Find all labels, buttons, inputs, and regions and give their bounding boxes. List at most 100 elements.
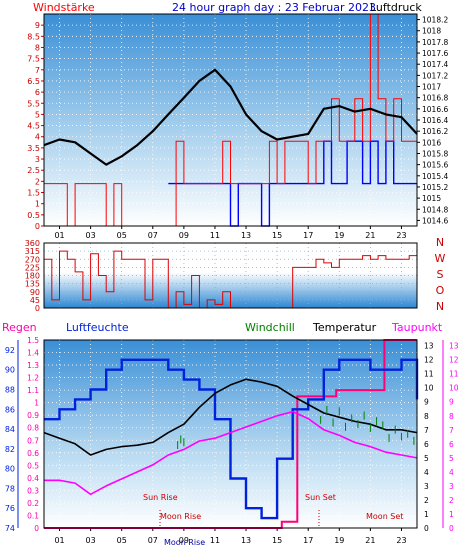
dewpoint-tick-label: 5 <box>449 454 454 463</box>
wind-tick-label: 3 <box>35 155 40 164</box>
pressure-tick-label: 1016.6 <box>422 105 448 114</box>
time-tick-label: 13 <box>241 536 251 545</box>
dewpoint-label: Taupunkt <box>391 321 443 334</box>
wind-tick-label: 8 <box>35 43 40 52</box>
direction-tick-label: 180 <box>25 272 40 281</box>
humidity-tick-label: 76 <box>5 504 15 513</box>
rain-axis: 0 0.1 0.2 0.3 0.4 0.5 0.6 0.7 0.8 0.9 1 1.1 1.2 1.3 1.… <box>27 336 39 533</box>
wind-speed-label: Windstärke <box>33 1 95 14</box>
pressure-tick-label: 1018 <box>422 27 441 36</box>
humidity-label: Luftfeuchte <box>66 321 129 334</box>
pressure-tick-label: 1017.8 <box>422 38 448 47</box>
sun-moon-events: Sun Rise Moon Rise Sun Set Moon Set Moon… <box>143 493 403 547</box>
humidity-tick-label: 80 <box>5 465 15 474</box>
dewpoint-tick-label: 1 <box>449 510 454 519</box>
wind-tick-label: 6.5 <box>27 77 40 86</box>
temperature-tick-label: 2 <box>424 496 429 505</box>
wind-direction-frame <box>43 242 418 309</box>
rain-tick-label: 0.9 <box>27 411 39 420</box>
compass-label: S <box>437 268 444 281</box>
wind-tick-label: 6 <box>35 88 40 97</box>
time-tick-label: 15 <box>272 231 282 240</box>
time-tick-label: 07 <box>148 231 158 240</box>
humidity-tick-label: 84 <box>5 425 15 434</box>
time-tick-label: 17 <box>303 231 313 240</box>
temperature-tick-label: 10 <box>424 384 434 393</box>
humidity-temperature-frame <box>43 339 418 529</box>
rain-tick-label: 0.1 <box>27 511 39 520</box>
pressure-tick-label: 1016.2 <box>422 127 448 136</box>
time-tick-label: 01 <box>54 536 64 545</box>
time-tick-label: 19 <box>334 536 344 545</box>
temperature-tick-label: 4 <box>424 468 429 477</box>
humidity-tick-label: 90 <box>5 366 15 375</box>
time-tick-label: 03 <box>86 536 96 545</box>
time-tick-label: 21 <box>365 231 375 240</box>
time-tick-label: 23 <box>396 536 406 545</box>
moon-rise-axis-text: Moon Rise <box>164 538 205 547</box>
temperature-tick-label: 12 <box>424 356 434 365</box>
dewpoint-tick-label: 2 <box>449 496 454 505</box>
time-axis-top: 01 03 05 07 09 11 13 15 17 19 21 23 <box>54 226 407 240</box>
time-tick-label: 07 <box>148 536 158 545</box>
dewpoint-tick-label: 6 <box>449 440 454 449</box>
temperature-tick-label: 13 <box>424 342 434 351</box>
dewpoint-tick-label: 12 <box>449 356 459 365</box>
humidity-series <box>44 358 419 520</box>
direction-tick-label: 360 <box>25 239 40 248</box>
dewpoint-tick-label: 4 <box>449 468 454 477</box>
sun-set-text: Sun Set <box>305 493 336 502</box>
wind-tick-label: 1.5 <box>27 189 40 198</box>
time-tick-label: 17 <box>303 536 313 545</box>
wind-tick-label: 2.5 <box>27 166 40 175</box>
wind-tick-label: 7.5 <box>27 55 40 64</box>
dewpoint-line <box>44 410 418 496</box>
sun-rise-text: Sun Rise <box>143 493 178 502</box>
dewpoint-tick-label: 9 <box>449 398 454 407</box>
pressure-tick-label: 1014.8 <box>422 205 448 214</box>
pressure-tick-label: 1015.8 <box>422 149 448 158</box>
dewpoint-series <box>44 410 418 496</box>
compass-label: W <box>435 252 446 265</box>
rain-tick-label: 0.4 <box>27 474 39 483</box>
wind-tick-label: 2 <box>35 177 40 186</box>
rain-tick-label: 1.1 <box>27 386 39 395</box>
dewpoint-tick-label: 13 <box>449 342 459 351</box>
windchill-series <box>177 405 415 450</box>
direction-tick-label: 90 <box>30 288 40 297</box>
pressure-series <box>43 68 418 166</box>
wind-tick-label: 9 <box>35 21 40 30</box>
dewpoint-tick-label: 7 <box>449 426 454 435</box>
windchill-label: Windchill <box>245 321 295 334</box>
humidity-tick-label: 92 <box>5 346 15 355</box>
direction-tick-label: 225 <box>25 263 40 272</box>
rain-tick-label: 0.8 <box>27 424 39 433</box>
time-tick-label: 05 <box>117 231 127 240</box>
temperature-label: Temperatur <box>312 321 377 334</box>
pressure-tick-label: 1017.2 <box>422 71 448 80</box>
dewpoint-tick-label: 0 <box>449 524 454 533</box>
humidity-axis: 74 76 78 80 82 84 86 88 90 92 <box>5 340 19 533</box>
pressure-tick-label: 1015 <box>422 194 441 203</box>
dewpoint-tick-label: 10 <box>449 384 459 393</box>
temperature-tick-label: 0 <box>424 524 429 533</box>
pressure-tick-label: 1016.8 <box>422 94 448 103</box>
temperature-line <box>43 378 418 456</box>
pressure-tick-label: 1017.4 <box>422 60 448 69</box>
wind-tick-label: 5 <box>35 110 40 119</box>
time-tick-label: 01 <box>54 231 64 240</box>
time-tick-label: 11 <box>210 536 220 545</box>
pressure-axis: 1014.6 1014.8 1015 1015.2 1015.4 1015.6 1015.8… <box>417 16 448 225</box>
direction-tick-label: 0 <box>35 304 40 313</box>
compass-label: N <box>436 236 444 249</box>
pressure-tick-label: 1015.4 <box>422 172 448 181</box>
rain-tick-label: 1.4 <box>27 349 39 358</box>
wind-speed-axis: 0 0.5 1 1.5 2 2.5 3 3.5 4 4.5 5 5.5 6 6.5 7 7.5 8 8.5 9 <box>27 21 44 231</box>
temperature-tick-label: 3 <box>424 482 429 491</box>
direction-tick-label: 315 <box>25 247 40 256</box>
humidity-line <box>44 358 419 520</box>
wind-tick-label: 3.5 <box>27 144 40 153</box>
temperature-tick-label: 1 <box>424 510 429 519</box>
